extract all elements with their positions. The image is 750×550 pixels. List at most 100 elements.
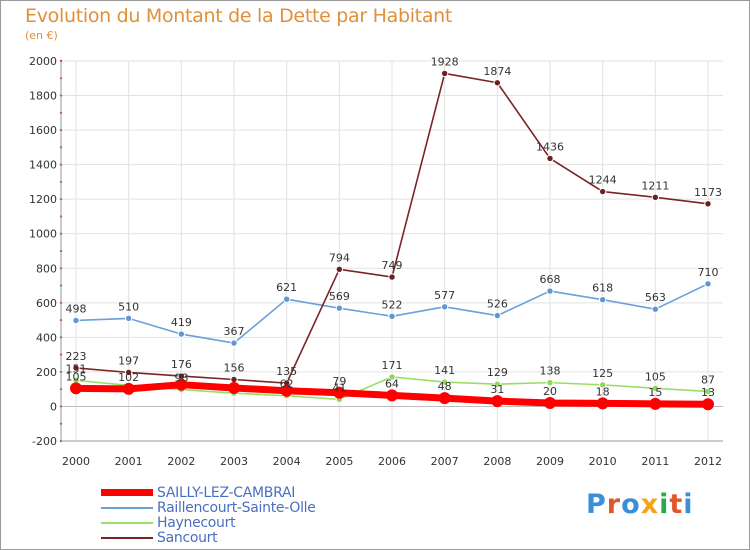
data-label: 1211	[641, 179, 669, 192]
data-label: 13	[701, 386, 715, 399]
data-point	[335, 265, 344, 274]
data-label: 498	[66, 302, 87, 315]
data-point	[388, 373, 396, 381]
data-label: 569	[329, 290, 350, 303]
y-tick-label: 1200	[29, 193, 57, 206]
y-tick-label: 1000	[29, 228, 57, 241]
data-label: 129	[487, 366, 508, 379]
y-tick-label: 1400	[29, 159, 57, 172]
legend-label: Haynecourt	[157, 514, 236, 531]
data-label: 749	[382, 259, 403, 272]
data-point	[493, 79, 502, 87]
chart-title: Evolution du Montant de la Dette par Hab…	[25, 5, 453, 27]
data-label: 62	[280, 378, 294, 391]
data-point	[704, 280, 712, 288]
data-label: 31	[490, 383, 504, 396]
proxiti-logo: Proxiti	[586, 489, 694, 520]
data-label: 138	[540, 365, 561, 378]
data-point	[440, 303, 449, 311]
data-point	[72, 364, 80, 372]
data-label: 522	[382, 298, 403, 311]
data-label: 20	[543, 385, 557, 398]
data-point	[70, 382, 82, 395]
data-label: 794	[329, 251, 350, 264]
y-tick-label: 1800	[29, 90, 57, 103]
y-tick-label: 2000	[29, 55, 57, 68]
data-label: 171	[382, 359, 403, 372]
data-label: 1173	[694, 186, 722, 199]
data-point	[177, 330, 186, 338]
data-point	[72, 316, 80, 325]
y-tick-label: -200	[32, 435, 57, 448]
data-label: 618	[592, 282, 613, 295]
y-tick-label: 400	[36, 331, 57, 344]
data-point	[546, 154, 554, 163]
data-point	[544, 397, 556, 409]
legend-swatch	[101, 536, 153, 539]
y-tick-label: 1600	[29, 124, 57, 137]
x-tick-label: 2006	[378, 455, 406, 468]
data-label: 1436	[536, 140, 564, 153]
legend: SAILLY-LEZ-CAMBRAI Raillencourt-Sainte-Ol…	[101, 484, 316, 546]
data-label: 621	[276, 281, 297, 294]
x-tick-label: 2001	[115, 455, 143, 468]
data-label: 419	[171, 316, 192, 329]
data-label: 98	[174, 372, 188, 385]
data-point	[649, 397, 662, 410]
data-point	[124, 368, 133, 377]
data-label: 1874	[483, 65, 511, 78]
data-point	[438, 392, 451, 405]
legend-swatch	[101, 489, 153, 496]
line-chart: -200 0 200 400 600 800 1000 1200 1400 1600 1800 200…	[29, 55, 723, 468]
data-point	[388, 312, 396, 320]
data-point	[598, 187, 607, 196]
data-point	[704, 387, 712, 396]
data-point	[386, 389, 398, 402]
data-point	[282, 295, 291, 303]
legend-label: Raillencourt-Sainte-Olle	[157, 499, 316, 516]
y-tick-label: 200	[36, 366, 57, 379]
data-label: 135	[276, 365, 297, 378]
data-label: 105	[645, 370, 666, 383]
data-point	[335, 304, 344, 312]
x-tick-label: 2010	[589, 455, 617, 468]
data-label: 510	[118, 300, 139, 313]
data-label: 102	[118, 371, 139, 384]
data-point	[651, 193, 660, 201]
legend-item: SAILLY-LEZ-CAMBRAI	[101, 484, 316, 501]
data-label: 64	[385, 377, 399, 390]
data-point	[175, 378, 188, 391]
y-tick-label: 0	[50, 400, 57, 413]
data-label: 79	[332, 375, 346, 388]
data-point	[280, 384, 293, 397]
x-tick-label: 2012	[694, 455, 722, 468]
data-label: 125	[592, 367, 613, 380]
data-label: 1244	[589, 174, 617, 187]
data-label: 41	[332, 381, 346, 394]
data-point	[493, 311, 502, 320]
data-point	[546, 378, 554, 387]
y-tick-label: 600	[36, 297, 57, 310]
x-tick-label: 2004	[273, 455, 301, 468]
data-label: 563	[645, 291, 666, 304]
legend-label: SAILLY-LEZ-CAMBRAI	[157, 484, 296, 501]
data-point	[546, 287, 554, 295]
x-tick-label: 2002	[167, 455, 195, 468]
legend-item: Haynecourt	[101, 514, 316, 531]
data-label: 367	[224, 325, 245, 338]
chart-unit: (en €)	[25, 29, 58, 42]
data-label: 577	[434, 289, 455, 302]
data-point	[124, 314, 133, 323]
legend-item: Raillencourt-Sainte-Olle	[101, 499, 316, 516]
data-point	[122, 382, 135, 395]
data-point	[388, 273, 396, 281]
data-point	[651, 305, 660, 313]
x-tick-label: 2003	[220, 455, 248, 468]
x-tick-label: 2000	[62, 455, 90, 468]
data-point	[440, 69, 449, 78]
legend-label: Sancourt	[157, 529, 218, 546]
data-label: 18	[596, 385, 610, 398]
data-label: 156	[224, 362, 245, 375]
data-point	[598, 296, 607, 304]
